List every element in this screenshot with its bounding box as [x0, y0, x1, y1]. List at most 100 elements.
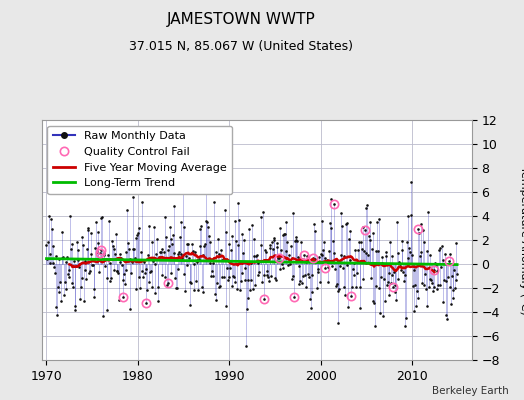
Point [368, 230, 377, 236]
Point [263, 267, 271, 274]
Point [331, 266, 340, 272]
Point [301, 283, 310, 290]
Point [91, 245, 100, 251]
Point [220, 274, 228, 281]
Point [422, 286, 430, 292]
Point [424, 209, 432, 215]
Point [233, 285, 241, 292]
Point [416, 253, 424, 260]
Point [64, 267, 73, 273]
Point [403, 213, 412, 220]
Point [327, 196, 335, 202]
Point [130, 246, 138, 253]
Point [261, 248, 270, 255]
Point [236, 278, 245, 284]
Point [139, 274, 147, 280]
Point [413, 295, 422, 302]
Point [210, 199, 219, 205]
Point [320, 239, 328, 245]
Point [355, 283, 364, 290]
Point [444, 274, 452, 280]
Point [365, 237, 374, 243]
Point [239, 236, 248, 243]
Point [345, 236, 353, 243]
Point [305, 257, 313, 264]
Point [62, 286, 71, 292]
Point [278, 261, 286, 267]
Point [75, 264, 83, 270]
Point [308, 272, 316, 278]
Point [135, 274, 143, 280]
Point [421, 271, 429, 278]
Point [179, 224, 188, 230]
Point [182, 253, 190, 259]
Point [276, 266, 285, 272]
Point [401, 322, 410, 329]
Point [348, 266, 357, 272]
Point [50, 264, 58, 270]
Point [133, 232, 141, 238]
Point [356, 305, 365, 312]
Point [274, 254, 282, 261]
Point [135, 225, 144, 232]
Point [238, 270, 246, 276]
Point [372, 283, 380, 289]
Point [318, 252, 326, 258]
Point [73, 247, 82, 254]
Point [184, 241, 192, 248]
Point [174, 251, 182, 257]
Point [235, 217, 244, 224]
Point [104, 252, 112, 258]
Point [292, 237, 301, 243]
Point [442, 312, 451, 318]
Point [123, 206, 132, 213]
Point [112, 230, 120, 237]
Point [157, 248, 165, 255]
Point [65, 274, 73, 280]
Point [358, 276, 367, 282]
Point [259, 296, 268, 302]
Point [244, 295, 253, 301]
Point [255, 269, 263, 275]
Point [78, 234, 86, 240]
Point [118, 262, 126, 268]
Point [389, 284, 397, 290]
Point [434, 282, 442, 288]
Point [442, 278, 450, 284]
Point [49, 243, 58, 249]
Point [321, 255, 330, 262]
Point [95, 250, 104, 256]
Point [315, 253, 323, 260]
Point [128, 194, 137, 200]
Point [325, 248, 333, 254]
Point [426, 276, 434, 282]
Point [239, 250, 247, 256]
Point [295, 262, 303, 269]
Point [126, 306, 135, 312]
Point [132, 235, 140, 241]
Point [347, 292, 355, 299]
Point [369, 298, 377, 304]
Point [214, 236, 222, 242]
Point [396, 263, 404, 270]
Point [338, 223, 346, 229]
Point [270, 237, 278, 243]
Point [281, 218, 290, 225]
Point [103, 274, 112, 281]
Point [263, 272, 271, 278]
Point [267, 273, 276, 280]
Point [445, 284, 454, 290]
Point [276, 225, 284, 232]
Point [216, 283, 224, 289]
Point [314, 268, 323, 275]
Text: Berkeley Earth: Berkeley Earth [432, 386, 508, 396]
Point [246, 287, 254, 293]
Point [310, 228, 319, 234]
Point [383, 282, 391, 288]
Point [164, 280, 172, 286]
Point [160, 249, 168, 256]
Point [110, 246, 118, 252]
Point [47, 216, 55, 223]
Point [293, 237, 301, 244]
Point [54, 289, 63, 295]
